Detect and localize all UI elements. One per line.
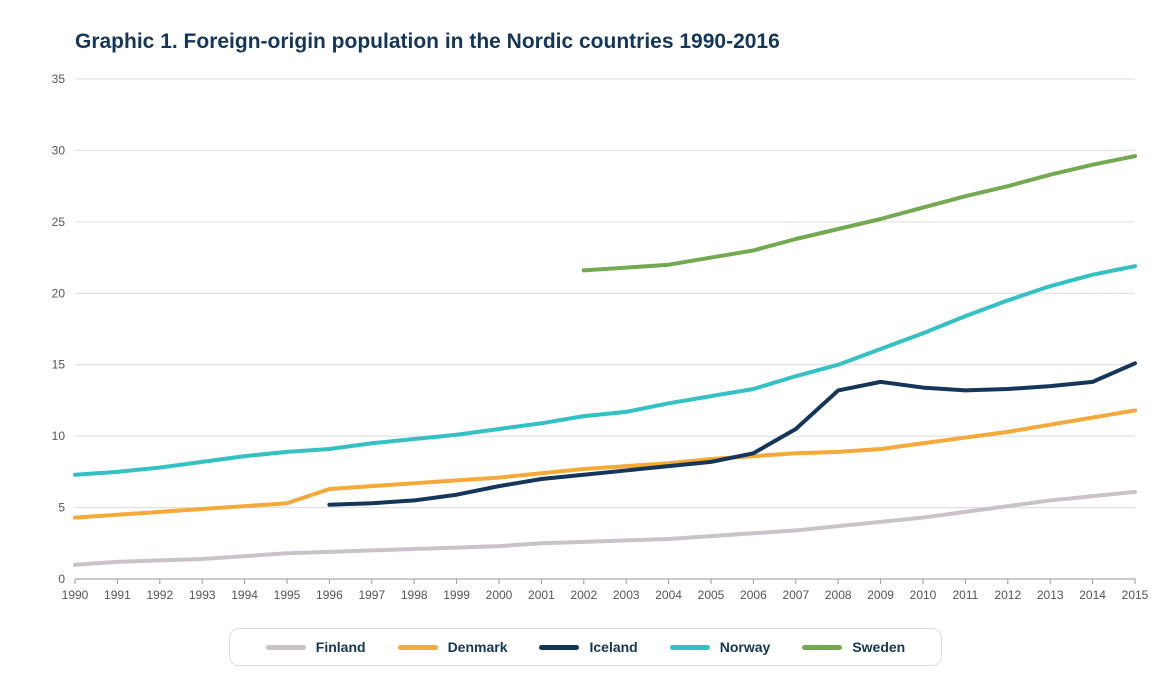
legend-label: Norway: [720, 639, 771, 655]
x-tick-label: 2006: [740, 588, 767, 602]
x-tick-label: 2015: [1122, 588, 1149, 602]
x-tick-label: 2009: [867, 588, 894, 602]
x-tick-label: 2001: [528, 588, 555, 602]
x-tick-label: 2005: [698, 588, 725, 602]
series-line-denmark: [75, 410, 1135, 517]
legend-item-denmark: Denmark: [398, 639, 508, 655]
x-tick-label: 2007: [782, 588, 809, 602]
legend-swatch: [266, 645, 306, 650]
chart-title: Graphic 1. Foreign-origin population in …: [75, 30, 1141, 54]
legend-item-finland: Finland: [266, 639, 366, 655]
y-tick-label: 10: [52, 429, 66, 443]
x-tick-label: 2008: [825, 588, 852, 602]
x-tick-label: 2003: [613, 588, 640, 602]
x-tick-label: 2013: [1037, 588, 1064, 602]
legend-swatch: [398, 645, 438, 650]
series-line-norway: [75, 266, 1135, 475]
x-tick-label: 2000: [486, 588, 513, 602]
x-tick-label: 2014: [1079, 588, 1106, 602]
x-tick-label: 2011: [952, 588, 978, 602]
y-tick-label: 20: [52, 286, 66, 300]
legend-item-iceland: Iceland: [539, 639, 637, 655]
legend: Finland Denmark Iceland Norway Sweden: [229, 628, 942, 666]
legend-label: Sweden: [852, 639, 905, 655]
legend-label: Iceland: [589, 639, 637, 655]
x-tick-label: 1992: [146, 588, 173, 602]
y-tick-label: 30: [52, 143, 66, 157]
legend-item-norway: Norway: [670, 639, 771, 655]
x-tick-label: 1998: [401, 588, 428, 602]
x-tick-label: 1995: [274, 588, 301, 602]
series-line-finland: [75, 492, 1135, 565]
x-tick-label: 1997: [358, 588, 385, 602]
x-tick-label: 2010: [910, 588, 937, 602]
x-tick-label: 1991: [104, 588, 131, 602]
x-tick-label: 1990: [62, 588, 89, 602]
x-tick-label: 2004: [655, 588, 682, 602]
y-tick-label: 25: [52, 215, 66, 229]
x-tick-label: 1999: [443, 588, 470, 602]
legend-item-sweden: Sweden: [802, 639, 905, 655]
legend-label: Finland: [316, 639, 366, 655]
legend-swatch: [802, 645, 842, 650]
x-tick-label: 2012: [994, 588, 1021, 602]
x-tick-label: 2002: [570, 588, 597, 602]
chart-area: 0 5 10 15 20 25 30 35 1990 1991 1992 1993 1994 1995 19…: [30, 69, 1141, 614]
series-line-sweden: [584, 156, 1135, 270]
line-chart-svg: 0 5 10 15 20 25 30 35 1990 1991 1992 1993 1994 1995 19…: [30, 69, 1155, 609]
x-tick-label: 1994: [231, 588, 258, 602]
legend-swatch: [670, 645, 710, 650]
legend-swatch: [539, 645, 579, 650]
x-tick-label: 1993: [189, 588, 216, 602]
y-tick-label: 15: [52, 358, 66, 372]
x-tick-label: 1996: [316, 588, 343, 602]
legend-label: Denmark: [448, 639, 508, 655]
y-tick-label: 5: [58, 501, 65, 515]
y-tick-label: 35: [52, 72, 66, 86]
y-tick-label: 0: [58, 572, 65, 586]
